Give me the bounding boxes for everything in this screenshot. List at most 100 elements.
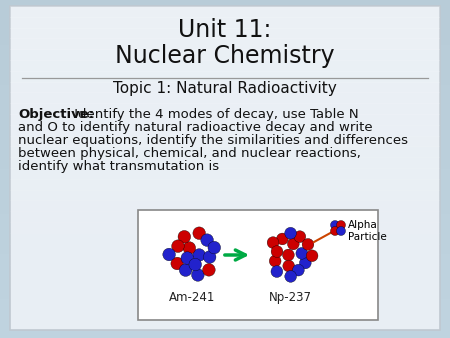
- Text: Identify the 4 modes of decay, use Table N: Identify the 4 modes of decay, use Table…: [70, 108, 359, 121]
- FancyBboxPatch shape: [10, 6, 440, 330]
- Circle shape: [292, 264, 304, 276]
- Bar: [0, 84, 450, 91]
- Text: Topic 1: Natural Radioactivity: Topic 1: Natural Radioactivity: [113, 81, 337, 96]
- Bar: [0, 118, 450, 125]
- Circle shape: [183, 242, 196, 254]
- Bar: [0, 192, 450, 198]
- Bar: [0, 231, 450, 238]
- Bar: [10, 190, 440, 201]
- Bar: [0, 287, 450, 294]
- Circle shape: [283, 260, 295, 272]
- Bar: [0, 203, 450, 210]
- Bar: [0, 265, 450, 271]
- Bar: [0, 220, 450, 226]
- Bar: [10, 103, 440, 115]
- Circle shape: [330, 220, 339, 230]
- Bar: [0, 113, 450, 119]
- Bar: [0, 186, 450, 193]
- Circle shape: [208, 241, 220, 254]
- Bar: [0, 107, 450, 114]
- Bar: [0, 270, 450, 277]
- Bar: [10, 49, 440, 61]
- Circle shape: [302, 239, 314, 250]
- Circle shape: [285, 227, 297, 239]
- Bar: [10, 179, 440, 191]
- Text: and O to identify natural radioactive decay and write: and O to identify natural radioactive de…: [18, 121, 373, 134]
- Bar: [10, 146, 440, 158]
- Circle shape: [271, 266, 283, 277]
- Bar: [0, 17, 450, 24]
- Bar: [0, 282, 450, 288]
- Bar: [0, 34, 450, 41]
- Circle shape: [181, 252, 194, 264]
- Bar: [10, 233, 440, 245]
- Bar: [0, 321, 450, 328]
- Bar: [0, 51, 450, 57]
- Bar: [0, 298, 450, 305]
- Circle shape: [296, 247, 308, 259]
- Circle shape: [337, 226, 346, 236]
- Bar: [0, 304, 450, 311]
- Circle shape: [171, 240, 184, 252]
- Circle shape: [283, 249, 294, 261]
- Bar: [0, 180, 450, 187]
- Bar: [0, 68, 450, 74]
- Bar: [0, 90, 450, 97]
- Text: identify what transmutation is: identify what transmutation is: [18, 160, 219, 173]
- Circle shape: [189, 258, 202, 271]
- Bar: [0, 146, 450, 153]
- Bar: [10, 157, 440, 169]
- Circle shape: [171, 257, 184, 270]
- Bar: [0, 169, 450, 176]
- Bar: [0, 332, 450, 338]
- Bar: [0, 175, 450, 181]
- Circle shape: [178, 231, 191, 243]
- Bar: [10, 244, 440, 256]
- Bar: [10, 276, 440, 288]
- Bar: [10, 255, 440, 266]
- Bar: [138, 210, 378, 320]
- Circle shape: [285, 270, 297, 282]
- FancyArrowPatch shape: [225, 250, 245, 260]
- Text: Np-237: Np-237: [269, 291, 311, 304]
- Bar: [0, 73, 450, 80]
- Bar: [10, 136, 440, 147]
- Text: Am-241: Am-241: [169, 291, 215, 304]
- Bar: [10, 265, 440, 277]
- Bar: [10, 81, 440, 93]
- Bar: [10, 60, 440, 72]
- Bar: [0, 327, 450, 333]
- Bar: [0, 237, 450, 243]
- Bar: [10, 200, 440, 212]
- Circle shape: [269, 255, 281, 267]
- Circle shape: [330, 226, 339, 236]
- Bar: [10, 92, 440, 104]
- Bar: [10, 168, 440, 180]
- Bar: [0, 129, 450, 136]
- Text: between physical, chemical, and nuclear reactions,: between physical, chemical, and nuclear …: [18, 147, 361, 160]
- Circle shape: [193, 249, 206, 261]
- Bar: [0, 6, 450, 12]
- Bar: [0, 310, 450, 316]
- Bar: [0, 158, 450, 164]
- Bar: [0, 28, 450, 35]
- Bar: [10, 222, 440, 234]
- Bar: [0, 242, 450, 249]
- Bar: [10, 17, 440, 29]
- Bar: [0, 254, 450, 260]
- Circle shape: [288, 238, 299, 250]
- Circle shape: [202, 264, 215, 276]
- Bar: [0, 101, 450, 108]
- Bar: [10, 28, 440, 40]
- Bar: [0, 315, 450, 322]
- Bar: [0, 23, 450, 29]
- Bar: [10, 125, 440, 137]
- Bar: [10, 308, 440, 320]
- Bar: [0, 135, 450, 142]
- Text: Objective:: Objective:: [18, 108, 94, 121]
- Bar: [0, 40, 450, 46]
- Text: Unit 11:: Unit 11:: [178, 18, 272, 42]
- Bar: [0, 141, 450, 147]
- Bar: [0, 0, 450, 7]
- Bar: [10, 114, 440, 126]
